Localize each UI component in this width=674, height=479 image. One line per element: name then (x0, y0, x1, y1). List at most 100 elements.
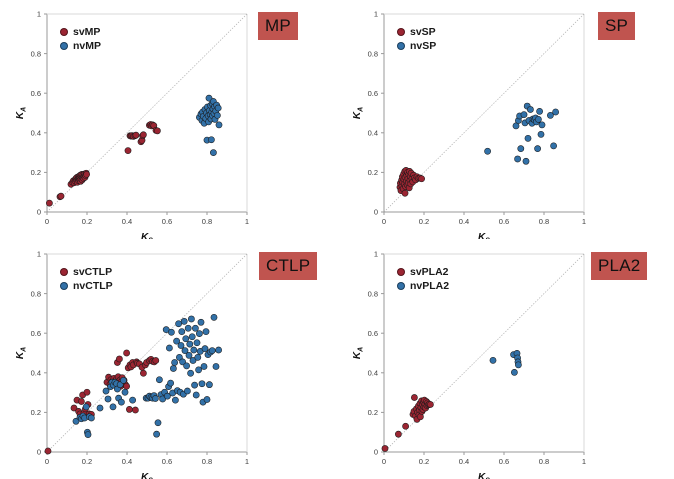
data-point (102, 387, 110, 395)
axis-ticks: 00 0.2 0.2 0.4 0.4 0.6 0.6 0.8 0.8 1 1 (368, 250, 587, 466)
data-point (197, 318, 205, 326)
data-point (514, 155, 521, 163)
data-point (534, 145, 541, 153)
data-point (83, 388, 91, 396)
data-point (184, 324, 192, 332)
data-point (208, 136, 215, 144)
x-tick-label: 1 (582, 457, 586, 466)
data-point (517, 145, 525, 153)
data-point (208, 347, 216, 354)
data-point (527, 106, 534, 113)
data-point (132, 406, 139, 414)
data-point (121, 388, 129, 396)
legend-label-sv-pla2: svPLA2 (410, 266, 449, 278)
data-point (193, 339, 201, 347)
y-tick-label: 0.2 (31, 408, 41, 417)
plot-canvas-ctlp: 00 0.2 0.2 0.4 0.4 0.6 0.6 0.8 0.8 1 1 KS KA (15, 250, 249, 479)
x-tick-label: 0.8 (539, 457, 549, 466)
y-tick-label: 0.8 (31, 49, 41, 58)
svg-text:KA: KA (352, 347, 365, 359)
legend-item-sv-sp: svSP (397, 27, 436, 38)
data-point (154, 419, 162, 427)
data-point (212, 363, 220, 370)
data-point (152, 395, 159, 402)
legend-item-sv-pla2: svPLA2 (397, 267, 449, 278)
data-point (194, 353, 202, 361)
axis-frame (383, 253, 585, 453)
panel-sp: 00 0.2 0.2 0.4 0.4 0.6 0.6 0.8 0.8 1 1 KS KA SP svSP… (337, 0, 674, 239)
series-svCTLP (44, 349, 160, 455)
legend-item-sv-ctlp: svCTLP (60, 267, 112, 278)
plot-canvas-pla2: 00 0.2 0.2 0.4 0.4 0.6 0.6 0.8 0.8 1 1 KS KA (352, 250, 587, 479)
data-point (109, 403, 117, 411)
series-svPLA2 (381, 394, 434, 452)
data-point (183, 362, 190, 370)
series-nvSP (484, 102, 559, 165)
legend-label-sv-sp: svSP (410, 26, 436, 38)
y-tick-label: 0.2 (368, 408, 378, 417)
legend-marker-nv-ctlp (60, 282, 68, 291)
axis-ticks: 00 0.2 0.2 0.4 0.4 0.6 0.6 0.8 0.8 1 1 (31, 10, 250, 226)
data-point (72, 417, 80, 425)
data-point (164, 392, 171, 400)
series-nvCTLP (72, 313, 222, 438)
data-point (427, 401, 434, 408)
x-tick-label: 0 (382, 217, 386, 226)
axis-frame (46, 253, 248, 453)
data-point (70, 404, 78, 412)
x-tick-label: 1 (245, 217, 249, 226)
x-tick-label: 0.6 (499, 457, 509, 466)
legend-item-nv-ctlp: nvCTLP (60, 281, 113, 292)
data-point (179, 358, 186, 366)
data-point (140, 369, 147, 377)
data-point (189, 357, 197, 364)
data-point (210, 313, 218, 321)
data-point (156, 376, 163, 384)
data-point (196, 330, 203, 337)
legend-marker-nv-mp (60, 42, 68, 51)
y-tick-label: 0.8 (368, 49, 378, 58)
data-point (126, 406, 133, 413)
panel-tag-pla2: PLA2 (591, 252, 648, 280)
data-point (166, 344, 173, 352)
x-tick-label: 0 (382, 457, 386, 466)
data-point (538, 121, 546, 129)
x-tick-label: 0.8 (202, 217, 212, 226)
panel-tag-mp: MP (258, 12, 298, 40)
data-point (129, 396, 136, 404)
data-point (191, 381, 198, 389)
y-tick-label: 0 (37, 448, 41, 457)
panel-tag-sp: SP (598, 12, 636, 40)
y-axis-title: KA (352, 107, 365, 119)
data-point (167, 379, 174, 387)
data-point (132, 131, 140, 139)
y-tick-label: 0 (37, 208, 41, 217)
svg-text:KA: KA (15, 347, 28, 359)
y-tick-label: 1 (374, 10, 378, 19)
data-point (214, 104, 222, 112)
data-point (78, 398, 85, 405)
x-tick-label: 0.4 (459, 457, 469, 466)
data-point (210, 149, 217, 156)
data-point (187, 369, 194, 377)
data-point (170, 365, 177, 372)
data-point (96, 404, 104, 412)
x-tick-label: 0.2 (82, 217, 92, 226)
data-point (515, 361, 522, 369)
data-point (57, 192, 65, 200)
data-point (188, 315, 195, 323)
legend-marker-sv-sp (397, 28, 405, 37)
y-tick-label: 0.8 (31, 289, 41, 298)
data-point (401, 189, 409, 197)
diagonal-reference-line (383, 13, 585, 213)
legend-item-nv-mp: nvMP (60, 41, 101, 52)
data-point (181, 347, 189, 354)
data-point (120, 376, 127, 384)
legend-label-nv-ctlp: nvCTLP (73, 280, 113, 292)
data-point (182, 335, 190, 343)
data-point (140, 131, 147, 139)
x-tick-label: 0.6 (162, 457, 172, 466)
axis-frame (46, 13, 248, 213)
y-tick-label: 0.6 (31, 89, 41, 98)
data-point (489, 356, 497, 364)
